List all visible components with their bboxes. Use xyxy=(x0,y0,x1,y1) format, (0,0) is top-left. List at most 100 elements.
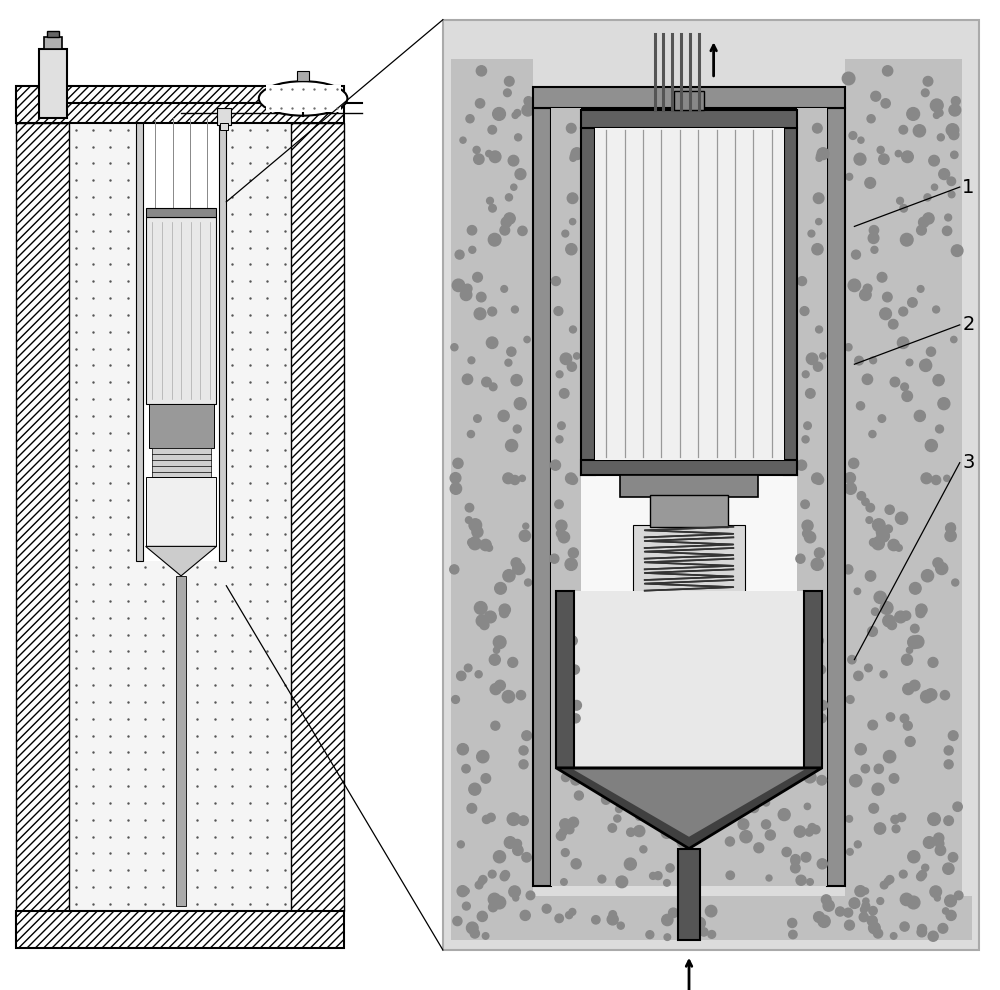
Bar xyxy=(797,108,827,886)
Bar xyxy=(551,108,827,886)
Circle shape xyxy=(823,900,834,911)
Circle shape xyxy=(457,841,464,847)
Circle shape xyxy=(634,826,645,837)
Circle shape xyxy=(808,773,816,781)
Circle shape xyxy=(928,657,938,667)
Circle shape xyxy=(886,875,894,883)
Circle shape xyxy=(931,184,938,190)
Polygon shape xyxy=(556,768,822,848)
Circle shape xyxy=(451,344,458,350)
Circle shape xyxy=(463,284,472,293)
Circle shape xyxy=(460,137,466,144)
Bar xyxy=(633,525,745,593)
Circle shape xyxy=(522,852,531,862)
Circle shape xyxy=(940,691,950,700)
Circle shape xyxy=(525,579,532,586)
Circle shape xyxy=(462,374,473,384)
Circle shape xyxy=(571,148,583,159)
Circle shape xyxy=(935,845,946,855)
Bar xyxy=(595,128,784,459)
Circle shape xyxy=(948,852,958,862)
Circle shape xyxy=(504,89,511,97)
Circle shape xyxy=(920,359,932,371)
Circle shape xyxy=(896,544,902,551)
Circle shape xyxy=(727,787,737,797)
Polygon shape xyxy=(146,546,216,576)
Circle shape xyxy=(884,878,891,885)
Circle shape xyxy=(798,276,807,285)
Circle shape xyxy=(570,155,576,161)
Circle shape xyxy=(813,193,824,204)
Bar xyxy=(574,591,804,768)
Circle shape xyxy=(806,389,815,398)
Bar xyxy=(443,20,979,950)
Circle shape xyxy=(812,244,823,254)
Circle shape xyxy=(862,374,873,384)
Circle shape xyxy=(862,888,869,894)
Circle shape xyxy=(482,816,491,824)
Circle shape xyxy=(560,353,572,364)
Circle shape xyxy=(694,902,700,908)
Circle shape xyxy=(895,150,902,156)
Circle shape xyxy=(524,97,533,106)
Circle shape xyxy=(900,922,909,932)
Circle shape xyxy=(555,500,563,509)
Circle shape xyxy=(524,337,530,343)
Circle shape xyxy=(933,557,943,568)
Circle shape xyxy=(487,197,493,204)
Circle shape xyxy=(921,569,934,582)
Circle shape xyxy=(871,247,878,253)
Circle shape xyxy=(846,173,853,180)
Circle shape xyxy=(923,213,934,224)
Circle shape xyxy=(849,132,857,140)
Circle shape xyxy=(883,750,896,762)
Circle shape xyxy=(865,177,876,188)
Circle shape xyxy=(861,764,870,773)
Circle shape xyxy=(558,647,565,654)
Circle shape xyxy=(803,530,811,538)
Circle shape xyxy=(691,787,704,800)
Circle shape xyxy=(566,826,574,834)
Circle shape xyxy=(522,731,532,741)
Circle shape xyxy=(951,337,957,343)
Circle shape xyxy=(907,108,920,121)
Circle shape xyxy=(559,389,569,398)
Circle shape xyxy=(661,827,673,839)
Circle shape xyxy=(804,803,811,810)
Circle shape xyxy=(489,383,497,391)
Circle shape xyxy=(476,65,487,76)
Circle shape xyxy=(947,177,956,185)
Circle shape xyxy=(554,307,563,316)
Circle shape xyxy=(850,774,862,787)
Circle shape xyxy=(788,919,797,928)
Circle shape xyxy=(860,289,871,301)
Circle shape xyxy=(877,898,884,905)
Circle shape xyxy=(550,460,561,470)
Circle shape xyxy=(460,289,472,301)
Circle shape xyxy=(500,609,509,618)
Circle shape xyxy=(917,226,926,235)
Circle shape xyxy=(499,604,510,616)
Circle shape xyxy=(778,809,790,821)
Circle shape xyxy=(866,504,875,512)
Circle shape xyxy=(921,691,933,703)
Circle shape xyxy=(897,197,903,204)
Circle shape xyxy=(491,722,500,731)
Circle shape xyxy=(821,895,831,905)
Circle shape xyxy=(938,398,950,410)
Circle shape xyxy=(568,475,578,484)
Circle shape xyxy=(678,785,685,792)
Circle shape xyxy=(468,357,475,363)
Circle shape xyxy=(888,540,899,550)
Circle shape xyxy=(791,854,800,863)
Circle shape xyxy=(762,820,771,829)
Circle shape xyxy=(462,764,470,773)
Bar xyxy=(152,447,211,477)
Circle shape xyxy=(501,217,511,228)
Circle shape xyxy=(856,402,865,410)
Circle shape xyxy=(877,530,889,543)
Bar xyxy=(650,495,728,527)
Circle shape xyxy=(909,680,920,691)
Circle shape xyxy=(903,683,914,695)
Circle shape xyxy=(811,593,820,602)
